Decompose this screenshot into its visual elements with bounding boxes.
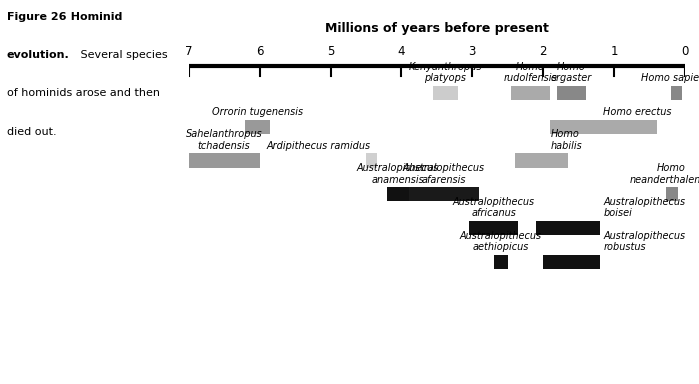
Text: Figure 26: Figure 26 (7, 12, 66, 22)
Text: Australopithecus
anamensis: Australopithecus anamensis (356, 163, 439, 185)
Bar (469, 221, 519, 235)
Bar (387, 187, 408, 202)
Bar (408, 187, 480, 202)
Bar (433, 86, 458, 100)
Bar (493, 255, 507, 269)
Bar (557, 86, 586, 100)
Text: died out.: died out. (7, 127, 57, 137)
Text: Sahelanthropus
tchadensis: Sahelanthropus tchadensis (186, 129, 263, 151)
Text: 0: 0 (682, 45, 689, 58)
Text: Several species: Several species (77, 50, 168, 60)
Bar (543, 255, 600, 269)
Text: Homo
habilis: Homo habilis (550, 129, 582, 151)
Bar (511, 86, 550, 100)
Text: 1: 1 (610, 45, 618, 58)
Text: Kenyanthropus
platyops: Kenyanthropus platyops (409, 61, 482, 83)
Bar (515, 153, 568, 168)
Text: 5: 5 (327, 45, 334, 58)
Text: Australopithecus
robustus: Australopithecus robustus (603, 230, 686, 252)
Text: Homo erectus: Homo erectus (603, 107, 672, 117)
Text: Homo sapiens: Homo sapiens (641, 73, 699, 83)
Bar (550, 119, 656, 134)
Bar (536, 221, 600, 235)
Text: Australopithecus
boisei: Australopithecus boisei (603, 197, 686, 218)
Bar (245, 119, 271, 134)
Text: Orrorin tugenensis: Orrorin tugenensis (212, 107, 303, 117)
Text: 6: 6 (256, 45, 264, 58)
Text: 2: 2 (540, 45, 547, 58)
Text: 7: 7 (185, 45, 192, 58)
Text: 3: 3 (468, 45, 476, 58)
Text: Ardipithecus ramidus: Ardipithecus ramidus (267, 141, 371, 151)
Text: of hominids arose and then: of hominids arose and then (7, 88, 160, 98)
Text: Australopithecus
africanus: Australopithecus africanus (452, 197, 535, 218)
Bar (189, 153, 259, 168)
Text: 4: 4 (398, 45, 405, 58)
Bar (671, 86, 682, 100)
Text: Homo
ergaster: Homo ergaster (551, 61, 592, 83)
Text: Hominid: Hominid (63, 12, 122, 22)
Text: Millions of years before present: Millions of years before present (325, 22, 549, 35)
Bar (666, 187, 678, 202)
Text: Homo
neanderthalensis: Homo neanderthalensis (629, 163, 699, 185)
Bar (366, 153, 377, 168)
Text: Australopithecus
afarensis: Australopithecus afarensis (403, 163, 485, 185)
Text: evolution.: evolution. (7, 50, 70, 60)
Text: Australopithecus
aethiopicus: Australopithecus aethiopicus (460, 230, 542, 252)
Text: Homo
rudolfensis: Homo rudolfensis (504, 61, 557, 83)
